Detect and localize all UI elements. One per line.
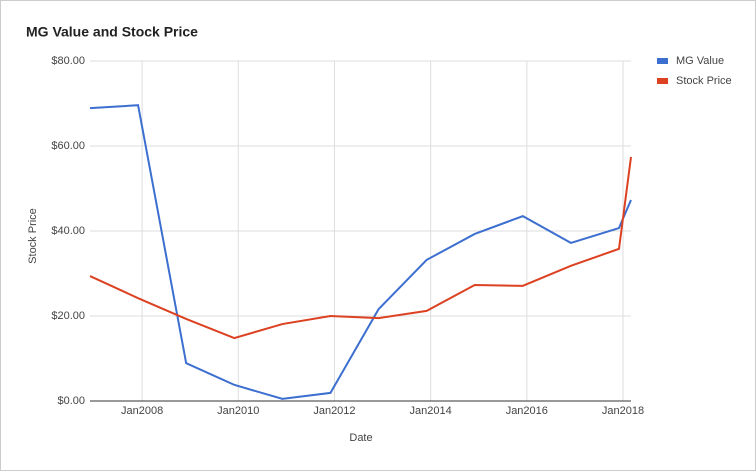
x-tick-label: Jan2018 xyxy=(602,405,644,417)
x-axis-label: Date xyxy=(349,432,372,444)
y-tick-label: $40.00 xyxy=(51,225,85,237)
legend-swatch xyxy=(657,78,668,84)
y-tick-label: $20.00 xyxy=(51,310,85,322)
y-tick-label: $80.00 xyxy=(51,55,85,67)
y-axis-label: Stock Price xyxy=(27,208,39,264)
x-tick-label: Jan2008 xyxy=(121,405,163,417)
y-tick-label: $60.00 xyxy=(51,140,85,152)
x-tick-label: Jan2014 xyxy=(410,405,452,417)
y-tick-label: $0.00 xyxy=(57,395,85,407)
x-tick-label: Jan2012 xyxy=(313,405,355,417)
series-line xyxy=(89,156,632,340)
chart-title: MG Value and Stock Price xyxy=(26,24,198,40)
series-line xyxy=(89,104,632,400)
legend-label: MG Value xyxy=(676,55,724,67)
x-tick-label: Jan2010 xyxy=(217,405,259,417)
legend-label: Stock Price xyxy=(676,75,732,87)
legend-swatch xyxy=(657,58,668,64)
x-tick-label: Jan2016 xyxy=(506,405,548,417)
